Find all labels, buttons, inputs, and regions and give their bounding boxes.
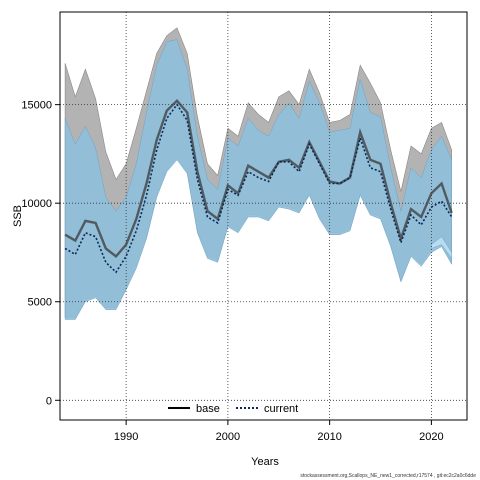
y-tick-label-10000: 10000	[21, 198, 52, 210]
x-tick-label-2000: 2000	[216, 431, 240, 443]
current-confidence-band	[64, 39, 452, 320]
footer-text: stockassessment.org,Scallops_NE_new1_cor…	[300, 473, 476, 479]
legend-base-label: base	[196, 403, 220, 415]
series-line-current	[64, 103, 453, 274]
y-axis: 0 5000 10000 15000	[21, 100, 60, 407]
legend: base current	[168, 403, 298, 415]
y-tick-label-0: 0	[46, 395, 52, 407]
grid-lines	[60, 12, 467, 420]
x-axis: 1990 2000 2010 2020	[114, 420, 444, 443]
confidence-bands	[64, 27, 452, 320]
x-axis-title: Years	[251, 456, 279, 468]
current-recent-band	[431, 236, 452, 260]
x-tick-label-2020: 2020	[419, 431, 443, 443]
plot-frame	[59, 11, 468, 421]
y-tick-label-5000: 5000	[28, 297, 52, 309]
legend-current-label: current	[264, 403, 298, 415]
y-tick-label-15000: 15000	[21, 100, 52, 112]
y-axis-title: SSB	[12, 205, 24, 227]
series-lines	[64, 98, 453, 274]
x-tick-label-2010: 2010	[317, 431, 341, 443]
x-tick-label-1990: 1990	[114, 431, 138, 443]
series-line-base	[64, 98, 453, 259]
